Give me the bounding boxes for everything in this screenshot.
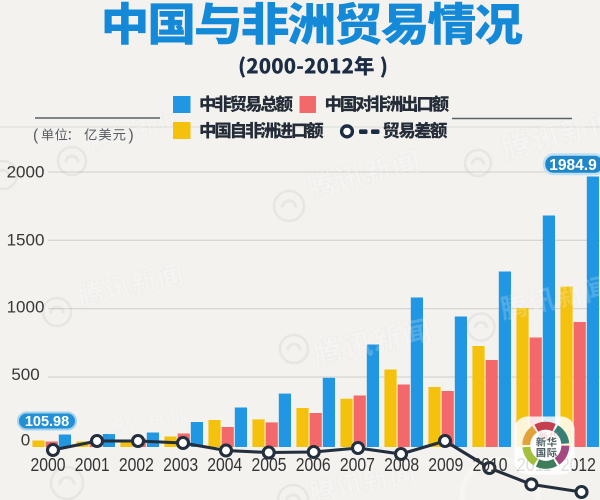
svg-text:2006: 2006 bbox=[296, 455, 331, 475]
svg-text:): ) bbox=[129, 127, 134, 144]
svg-text:2008: 2008 bbox=[384, 455, 419, 475]
svg-text:2000: 2000 bbox=[7, 163, 45, 182]
svg-text:2000: 2000 bbox=[31, 455, 66, 475]
svg-text:2010: 2010 bbox=[473, 455, 508, 475]
svg-text:1000: 1000 bbox=[7, 298, 45, 317]
svg-text:2005: 2005 bbox=[252, 455, 287, 475]
svg-text:2007: 2007 bbox=[340, 455, 375, 475]
svg-text:1500: 1500 bbox=[7, 231, 45, 250]
svg-text:2009: 2009 bbox=[428, 455, 463, 475]
svg-text:(: ( bbox=[33, 127, 39, 144]
svg-text:1984.9: 1984.9 bbox=[549, 157, 597, 174]
svg-text:2002: 2002 bbox=[119, 455, 154, 475]
svg-text:2004: 2004 bbox=[207, 455, 242, 475]
svg-text:105.98: 105.98 bbox=[25, 414, 69, 430]
svg-text:2003: 2003 bbox=[163, 455, 198, 475]
svg-text:0: 0 bbox=[21, 431, 30, 450]
svg-text:500: 500 bbox=[11, 365, 39, 384]
svg-text:2001: 2001 bbox=[75, 455, 110, 475]
